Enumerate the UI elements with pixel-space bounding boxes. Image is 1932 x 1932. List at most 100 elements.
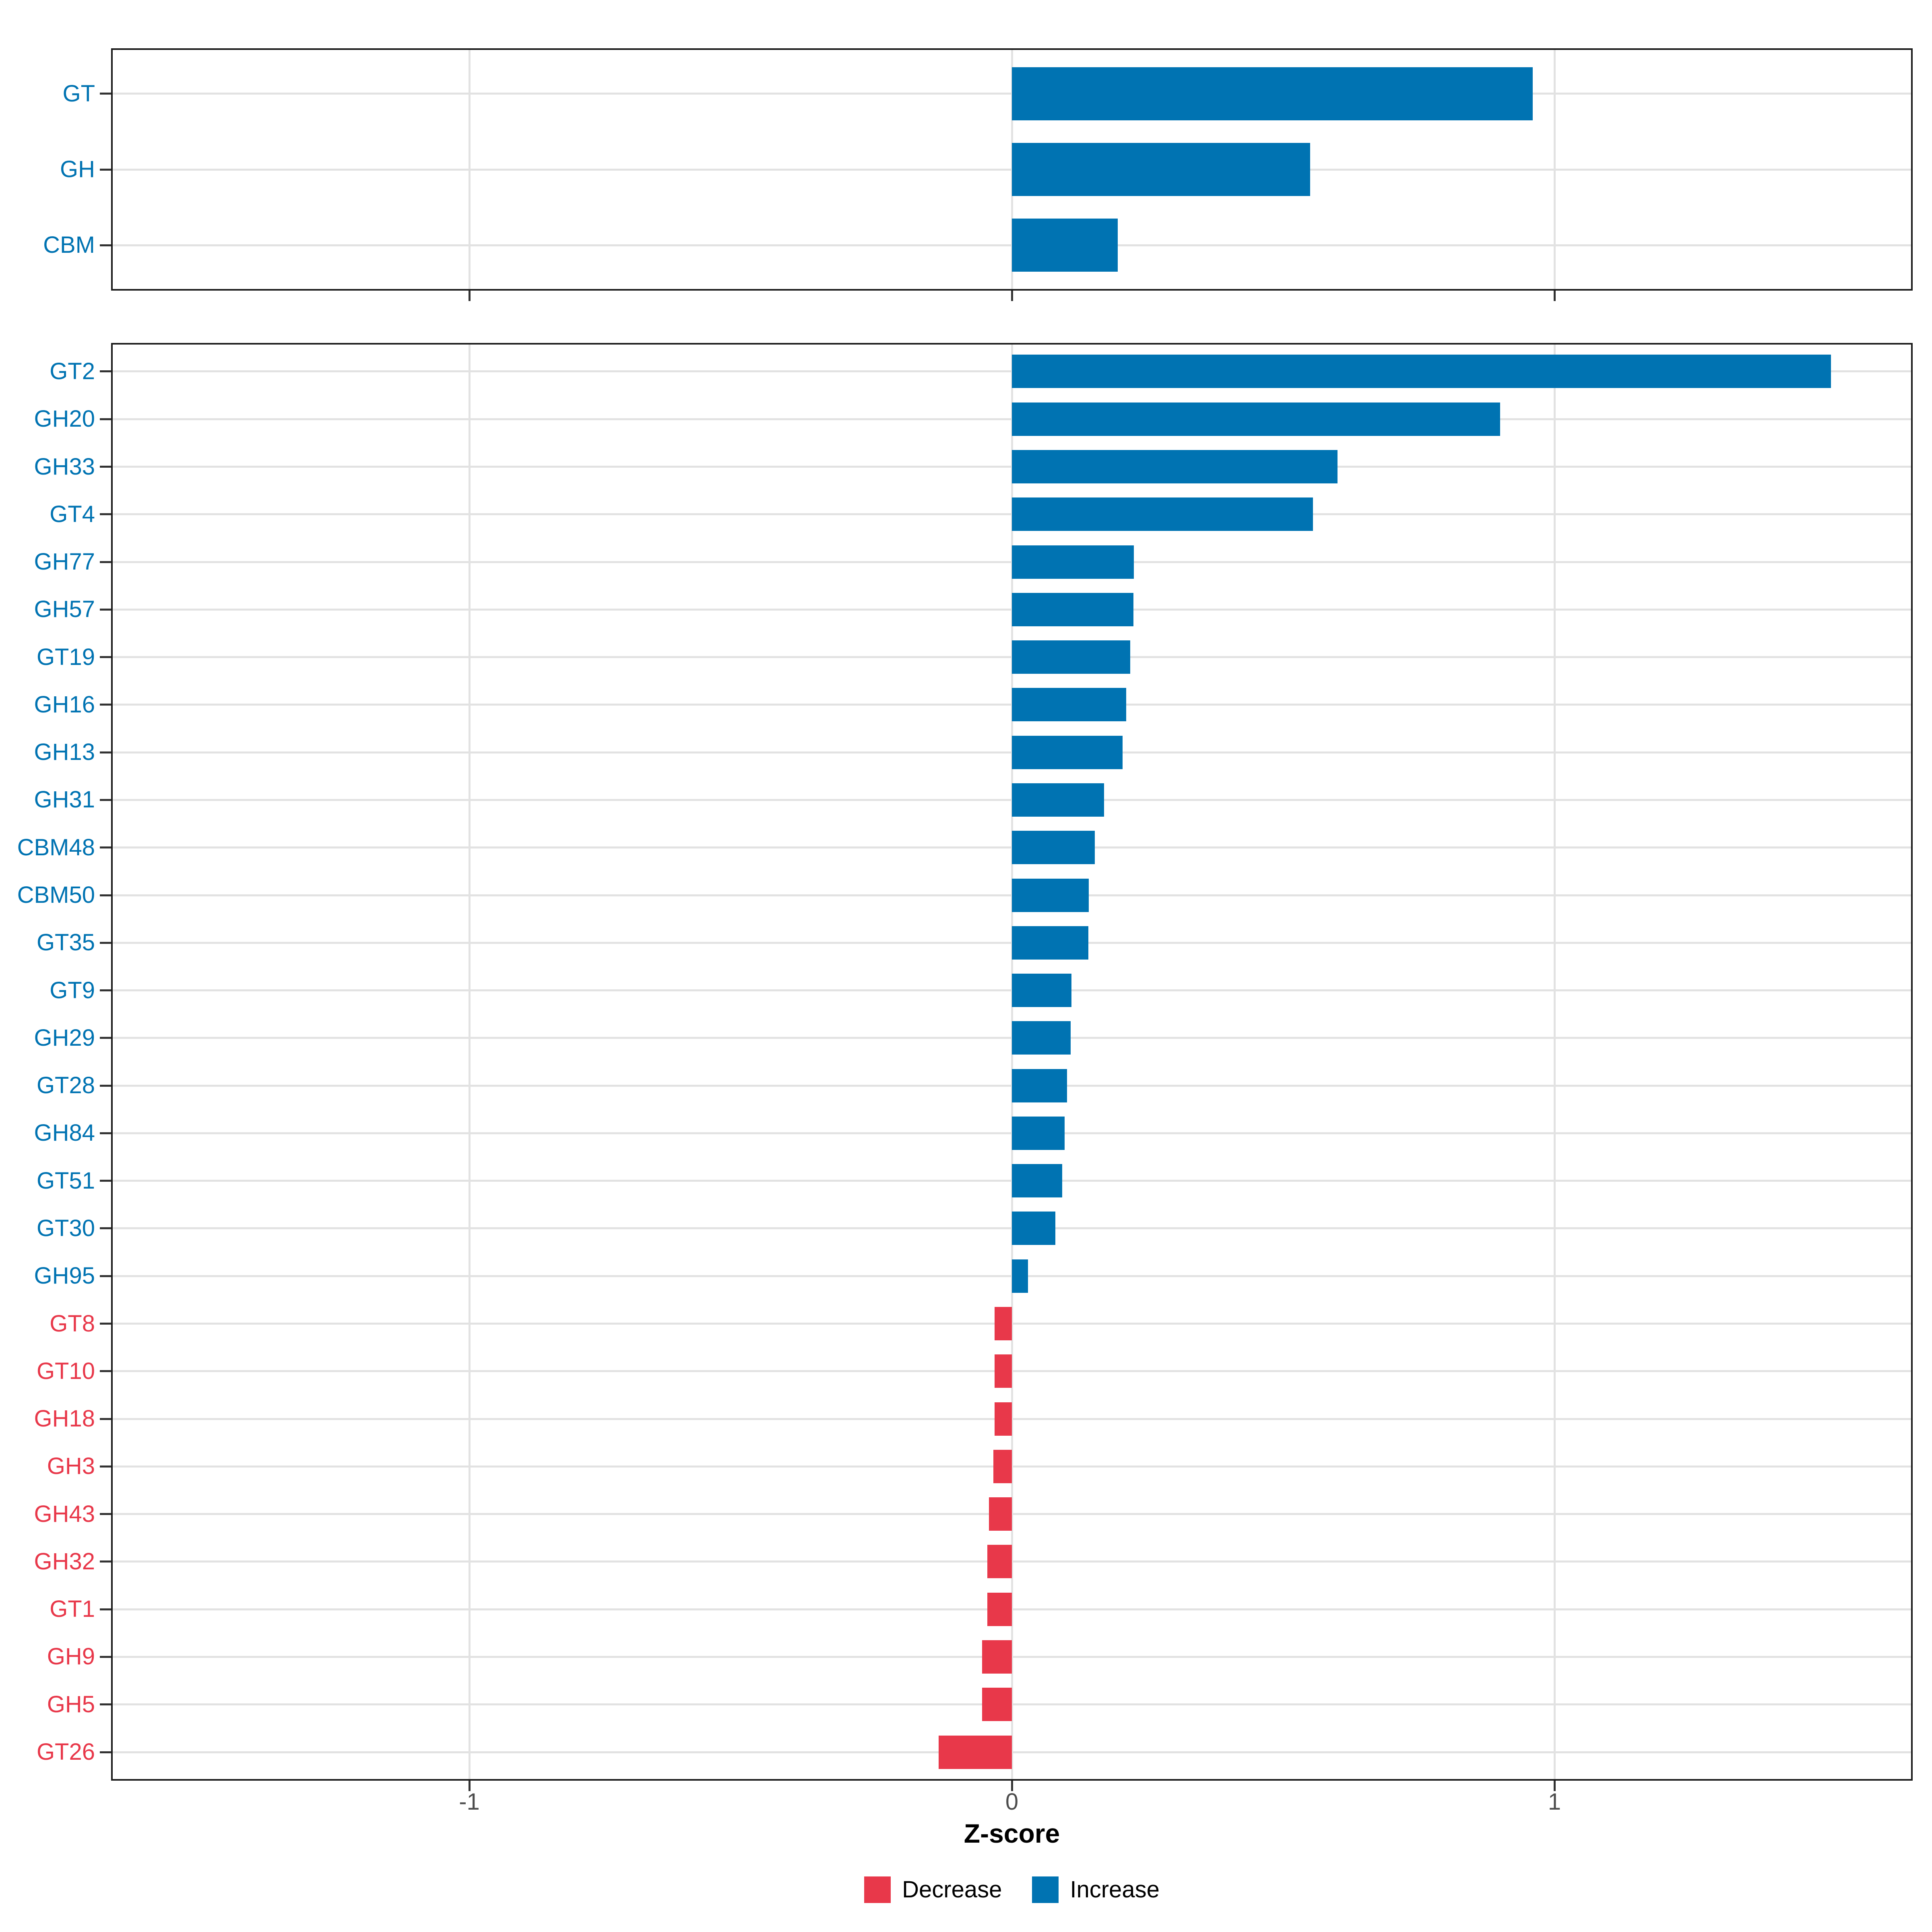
y-axis-label-GT1: GT1 bbox=[50, 1596, 95, 1622]
y-tick-GT8 bbox=[100, 1323, 111, 1325]
y-tick-GH20 bbox=[100, 418, 111, 420]
y-tick-GH bbox=[100, 168, 111, 171]
y-tick-GT10 bbox=[100, 1370, 111, 1373]
y-axis-label-GH: GH bbox=[60, 156, 95, 182]
y-tick-GH18 bbox=[100, 1418, 111, 1420]
y-axis-label-CBM: CBM bbox=[43, 232, 95, 258]
bar-GH20 bbox=[1012, 402, 1500, 436]
y-axis-label-GH31: GH31 bbox=[34, 786, 95, 813]
y-tick-GT35 bbox=[100, 941, 111, 944]
bar-GH16 bbox=[1012, 688, 1126, 721]
bar-GT51 bbox=[1012, 1164, 1062, 1197]
y-tick-CBM bbox=[100, 244, 111, 246]
y-tick-GH95 bbox=[100, 1275, 111, 1277]
bar-GT8 bbox=[995, 1307, 1012, 1340]
x-gridline-1 bbox=[1553, 48, 1556, 291]
x-tick-0-panel1 bbox=[1011, 1781, 1013, 1791]
y-axis-label-CBM48: CBM48 bbox=[17, 834, 95, 861]
bar-GT35 bbox=[1012, 926, 1088, 960]
decrease-color-swatch bbox=[864, 1876, 891, 1903]
x-tick-label-0: 0 bbox=[1005, 1789, 1019, 1815]
x-tick-0-panel0 bbox=[1011, 291, 1013, 301]
y-axis-label-GT19: GT19 bbox=[36, 644, 95, 670]
y-tick-GT4 bbox=[100, 513, 111, 516]
y-tick-GH13 bbox=[100, 751, 111, 753]
y-tick-GT26 bbox=[100, 1751, 111, 1753]
y-axis-label-GT9: GT9 bbox=[50, 977, 95, 1003]
y-tick-GH32 bbox=[100, 1560, 111, 1563]
y-axis-label-CBM50: CBM50 bbox=[17, 882, 95, 908]
x-tick--1-panel1 bbox=[468, 1781, 471, 1791]
bar-GH95 bbox=[1012, 1259, 1028, 1293]
y-axis-label-GH5: GH5 bbox=[47, 1691, 95, 1717]
y-axis-label-GH20: GH20 bbox=[34, 406, 95, 432]
y-axis-label-GH77: GH77 bbox=[34, 549, 95, 575]
y-axis-label-GH95: GH95 bbox=[34, 1263, 95, 1289]
y-tick-GT bbox=[100, 93, 111, 95]
bar-GH5 bbox=[982, 1688, 1012, 1721]
y-tick-GT28 bbox=[100, 1084, 111, 1087]
y-tick-GT2 bbox=[100, 370, 111, 373]
bar-GT30 bbox=[1012, 1212, 1055, 1245]
y-axis-label-GH3: GH3 bbox=[47, 1453, 95, 1480]
y-axis-label-GT30: GT30 bbox=[36, 1215, 95, 1241]
y-tick-CBM48 bbox=[100, 846, 111, 849]
x-tick--1-panel0 bbox=[468, 291, 471, 301]
facet-panel-cazyme-family-panel bbox=[111, 343, 1913, 1781]
y-axis-label-GT10: GT10 bbox=[36, 1358, 95, 1384]
bar-CBM bbox=[1012, 219, 1118, 272]
bar-GT4 bbox=[1012, 497, 1313, 531]
y-axis-label-GH43: GH43 bbox=[34, 1501, 95, 1527]
y-axis-label-GH33: GH33 bbox=[34, 453, 95, 480]
bar-GH9 bbox=[982, 1640, 1012, 1674]
x-axis-title: Z-score bbox=[964, 1818, 1060, 1848]
x-tick-1-panel0 bbox=[1553, 291, 1556, 301]
legend-label-increase: Increase bbox=[1070, 1876, 1160, 1903]
bar-GH29 bbox=[1012, 1021, 1071, 1055]
bar-GH32 bbox=[987, 1545, 1012, 1578]
bar-GH18 bbox=[995, 1402, 1012, 1436]
y-axis-label-GH18: GH18 bbox=[34, 1406, 95, 1432]
legend-item-decrease: Decrease bbox=[864, 1876, 1002, 1904]
bar-CBM48 bbox=[1012, 831, 1095, 864]
bar-GT28 bbox=[1012, 1069, 1067, 1102]
legend-item-increase: Increase bbox=[1032, 1876, 1160, 1904]
bar-GT9 bbox=[1012, 974, 1071, 1007]
bar-GT1 bbox=[987, 1593, 1012, 1626]
bar-GT10 bbox=[995, 1354, 1012, 1388]
y-tick-GT1 bbox=[100, 1608, 111, 1610]
x-tick-1-panel1 bbox=[1553, 1781, 1556, 1791]
bar-GH43 bbox=[989, 1497, 1012, 1531]
y-axis-label-GT51: GT51 bbox=[36, 1167, 95, 1194]
y-axis-label-GH16: GH16 bbox=[34, 691, 95, 718]
y-tick-GH57 bbox=[100, 608, 111, 611]
x-gridline-1 bbox=[1553, 343, 1556, 1781]
bar-GT bbox=[1012, 67, 1533, 120]
y-tick-GH77 bbox=[100, 561, 111, 563]
bar-GH84 bbox=[1012, 1117, 1065, 1150]
x-tick-label--1: -1 bbox=[459, 1789, 480, 1815]
y-axis-label-GH13: GH13 bbox=[34, 739, 95, 766]
bar-GH3 bbox=[993, 1450, 1012, 1483]
bar-CBM50 bbox=[1012, 879, 1089, 912]
bar-GH31 bbox=[1012, 783, 1104, 817]
x-gridline--1 bbox=[468, 343, 471, 1781]
x-gridline--1 bbox=[468, 48, 471, 291]
x-gridline-0 bbox=[1011, 343, 1013, 1781]
y-tick-CBM50 bbox=[100, 894, 111, 896]
bar-GT2 bbox=[1012, 355, 1831, 388]
legend-label-decrease: Decrease bbox=[902, 1876, 1002, 1903]
y-axis-label-GH32: GH32 bbox=[34, 1548, 95, 1575]
x-tick-label-1: 1 bbox=[1548, 1789, 1561, 1815]
bar-GH57 bbox=[1012, 593, 1133, 626]
y-tick-GH9 bbox=[100, 1655, 111, 1658]
bar-GH bbox=[1012, 143, 1310, 196]
increase-color-swatch bbox=[1032, 1876, 1059, 1903]
y-tick-GT9 bbox=[100, 989, 111, 992]
y-tick-GH31 bbox=[100, 799, 111, 801]
y-tick-GH84 bbox=[100, 1132, 111, 1134]
y-tick-GH5 bbox=[100, 1703, 111, 1706]
bar-GT19 bbox=[1012, 640, 1130, 674]
y-axis-label-GT26: GT26 bbox=[36, 1739, 95, 1765]
bar-GH13 bbox=[1012, 736, 1123, 769]
